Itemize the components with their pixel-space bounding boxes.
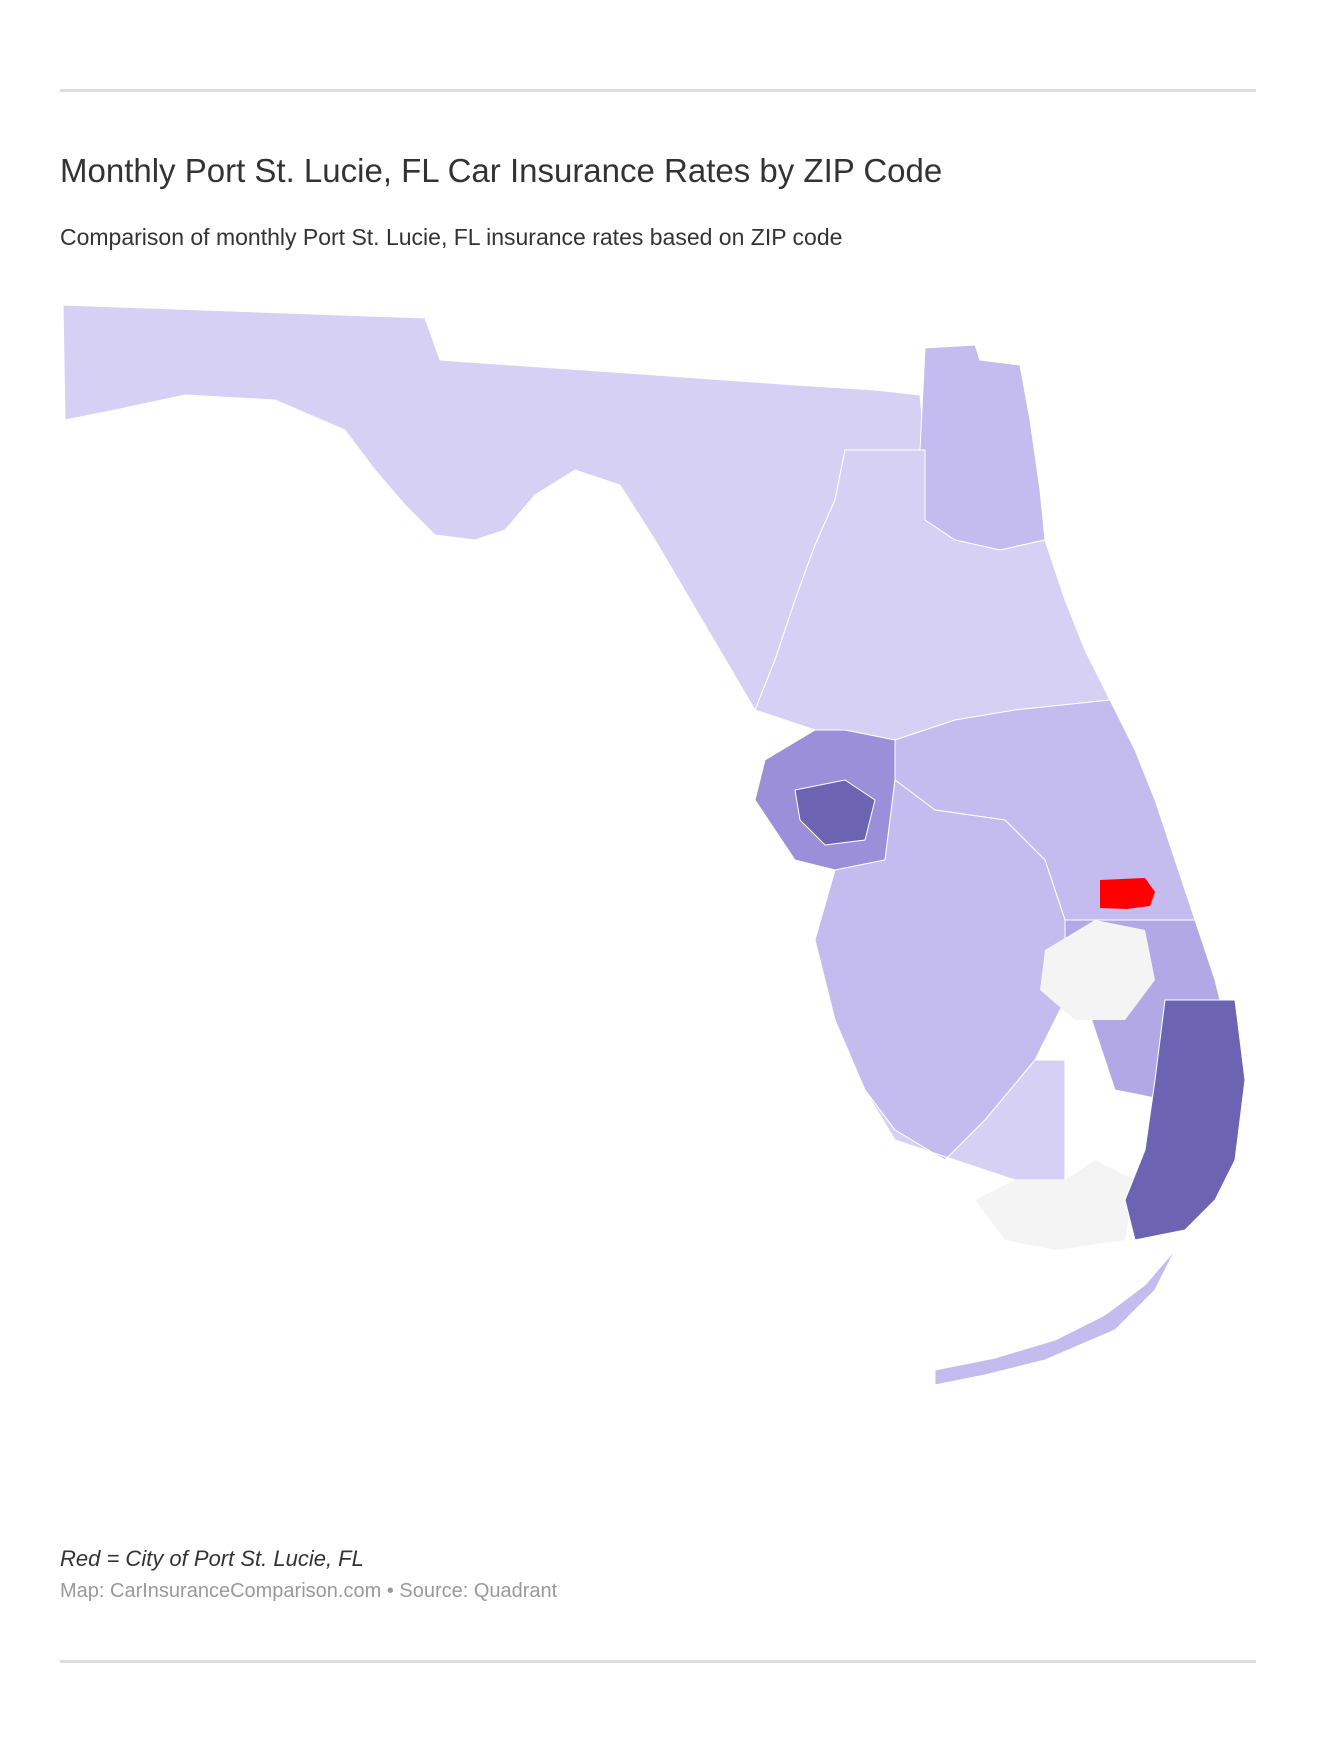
top-divider: [60, 89, 1256, 92]
region-keys: [934, 1249, 1176, 1386]
legend-note: Red = City of Port St. Lucie, FL: [60, 1546, 364, 1571]
region-southeast: [1124, 999, 1246, 1241]
region-tampa-core: [794, 779, 876, 846]
florida-zip-map: [55, 300, 1275, 1510]
region-northeast: [919, 344, 1046, 551]
region-panhandle: [62, 304, 926, 712]
page-title: Monthly Port St. Lucie, FL Car Insurance…: [60, 152, 943, 189]
region-everglades: [975, 1160, 1135, 1250]
page-subtitle: Comparison of monthly Port St. Lucie, FL…: [60, 224, 843, 250]
region-west-central: [814, 779, 1066, 1161]
map-svg: [62, 304, 1246, 1386]
bottom-divider: [60, 1660, 1256, 1663]
lake-okeechobee: [1040, 920, 1155, 1020]
map-credit: Map: CarInsuranceComparison.com • Source…: [60, 1580, 558, 1602]
port-st-lucie-highlight: [1100, 878, 1155, 909]
